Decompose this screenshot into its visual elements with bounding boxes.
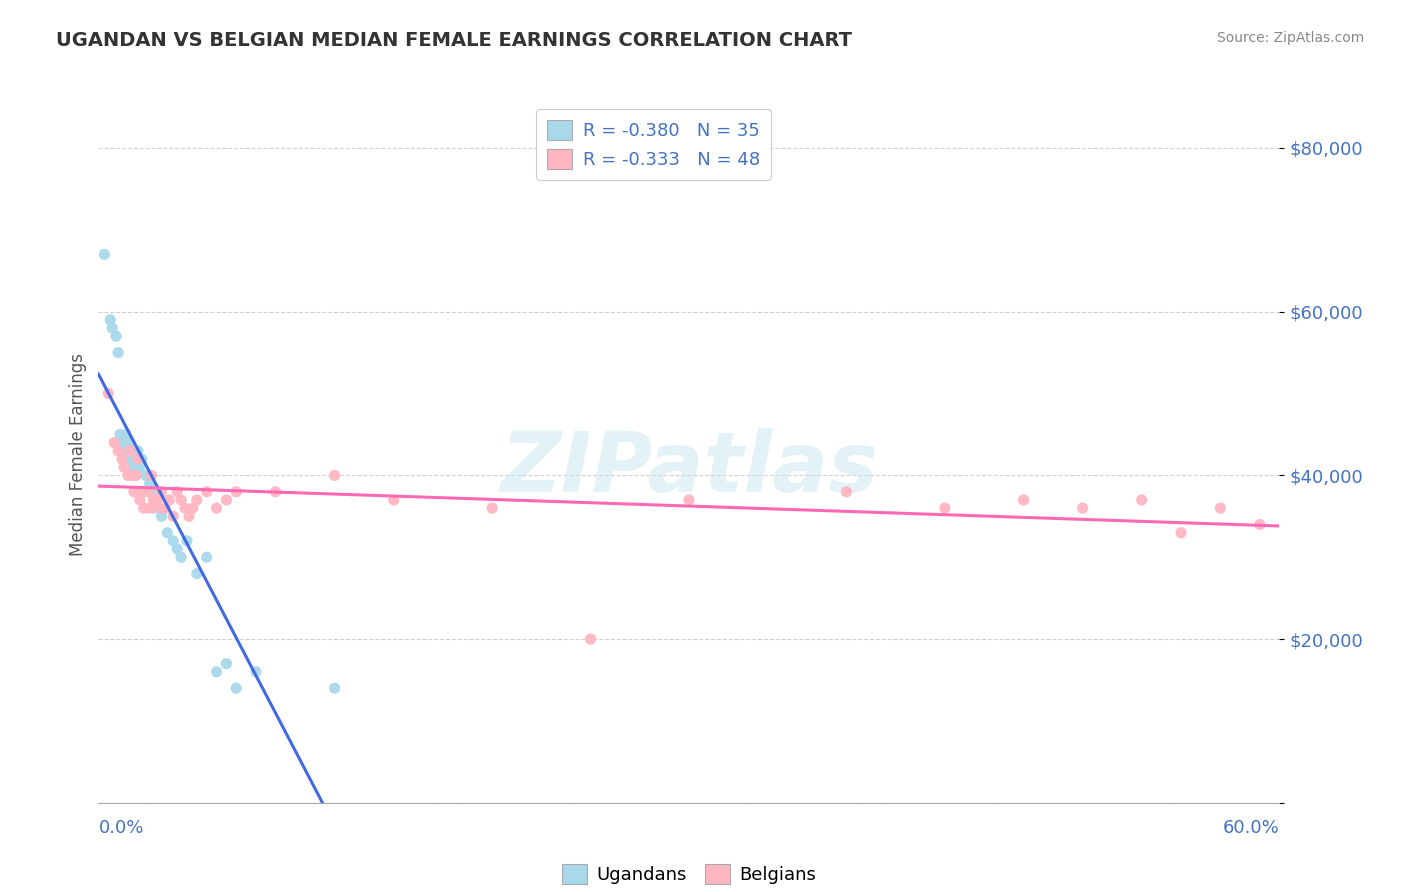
Point [111, 435, 134, 450]
Point [176, 533, 198, 548]
Point [127, 443, 149, 458]
Point [98, 313, 121, 327]
Point [112, 460, 135, 475]
Legend: Ugandans, Belgians: Ugandans, Belgians [555, 857, 823, 891]
Point [186, 492, 208, 507]
Point [1209, 501, 1232, 516]
Point [128, 492, 150, 507]
Point [107, 443, 129, 458]
Point [138, 476, 160, 491]
Y-axis label: Median Female Earnings: Median Female Earnings [69, 353, 87, 557]
Point [112, 443, 135, 458]
Point [146, 484, 169, 499]
Point [1249, 517, 1271, 532]
Point [136, 484, 159, 499]
Point [934, 501, 956, 516]
Point [108, 427, 131, 442]
Point [835, 484, 858, 499]
Point [1130, 492, 1153, 507]
Text: 0.0%: 0.0% [98, 819, 143, 837]
Point [177, 509, 200, 524]
Point [155, 501, 177, 516]
Point [117, 452, 139, 467]
Point [138, 501, 160, 516]
Point [195, 484, 218, 499]
Point [125, 468, 148, 483]
Point [323, 681, 346, 696]
Point [264, 484, 287, 499]
Point [118, 443, 141, 458]
Point [118, 435, 141, 450]
Point [148, 501, 170, 516]
Point [481, 501, 503, 516]
Point [122, 484, 145, 499]
Point [146, 492, 169, 507]
Point [162, 509, 184, 524]
Point [150, 509, 173, 524]
Point [181, 501, 204, 516]
Point [225, 681, 247, 696]
Point [115, 427, 138, 442]
Point [166, 542, 188, 557]
Point [162, 533, 184, 548]
Point [121, 468, 143, 483]
Point [170, 492, 193, 507]
Point [166, 484, 188, 499]
Point [141, 468, 163, 483]
Text: Source: ZipAtlas.com: Source: ZipAtlas.com [1216, 31, 1364, 45]
Point [170, 550, 193, 565]
Point [105, 329, 128, 343]
Point [122, 460, 145, 475]
Point [150, 484, 173, 499]
Point [97, 386, 120, 401]
Point [132, 501, 155, 516]
Point [135, 468, 157, 483]
Text: 60.0%: 60.0% [1223, 819, 1279, 837]
Point [111, 452, 134, 467]
Point [131, 484, 153, 499]
Point [127, 452, 149, 467]
Point [142, 492, 165, 507]
Point [157, 492, 180, 507]
Point [195, 550, 218, 565]
Point [323, 468, 346, 483]
Point [107, 345, 129, 359]
Point [93, 247, 115, 261]
Point [142, 501, 165, 516]
Point [1071, 501, 1094, 516]
Point [225, 484, 247, 499]
Point [1012, 492, 1035, 507]
Point [215, 657, 238, 671]
Point [118, 443, 141, 458]
Point [117, 468, 139, 483]
Point [128, 460, 150, 475]
Point [103, 435, 125, 450]
Point [215, 492, 238, 507]
Point [205, 665, 228, 679]
Point [245, 665, 267, 679]
Point [1170, 525, 1192, 540]
Point [101, 321, 124, 335]
Point [156, 525, 179, 540]
Point [186, 566, 208, 581]
Point [131, 452, 153, 467]
Point [205, 501, 228, 516]
Point [382, 492, 405, 507]
Point [125, 468, 148, 483]
Point [678, 492, 700, 507]
Text: ZIPatlas: ZIPatlas [501, 428, 877, 509]
Point [121, 452, 143, 467]
Point [579, 632, 602, 646]
Point [174, 501, 197, 516]
Text: UGANDAN VS BELGIAN MEDIAN FEMALE EARNINGS CORRELATION CHART: UGANDAN VS BELGIAN MEDIAN FEMALE EARNING… [56, 31, 852, 50]
